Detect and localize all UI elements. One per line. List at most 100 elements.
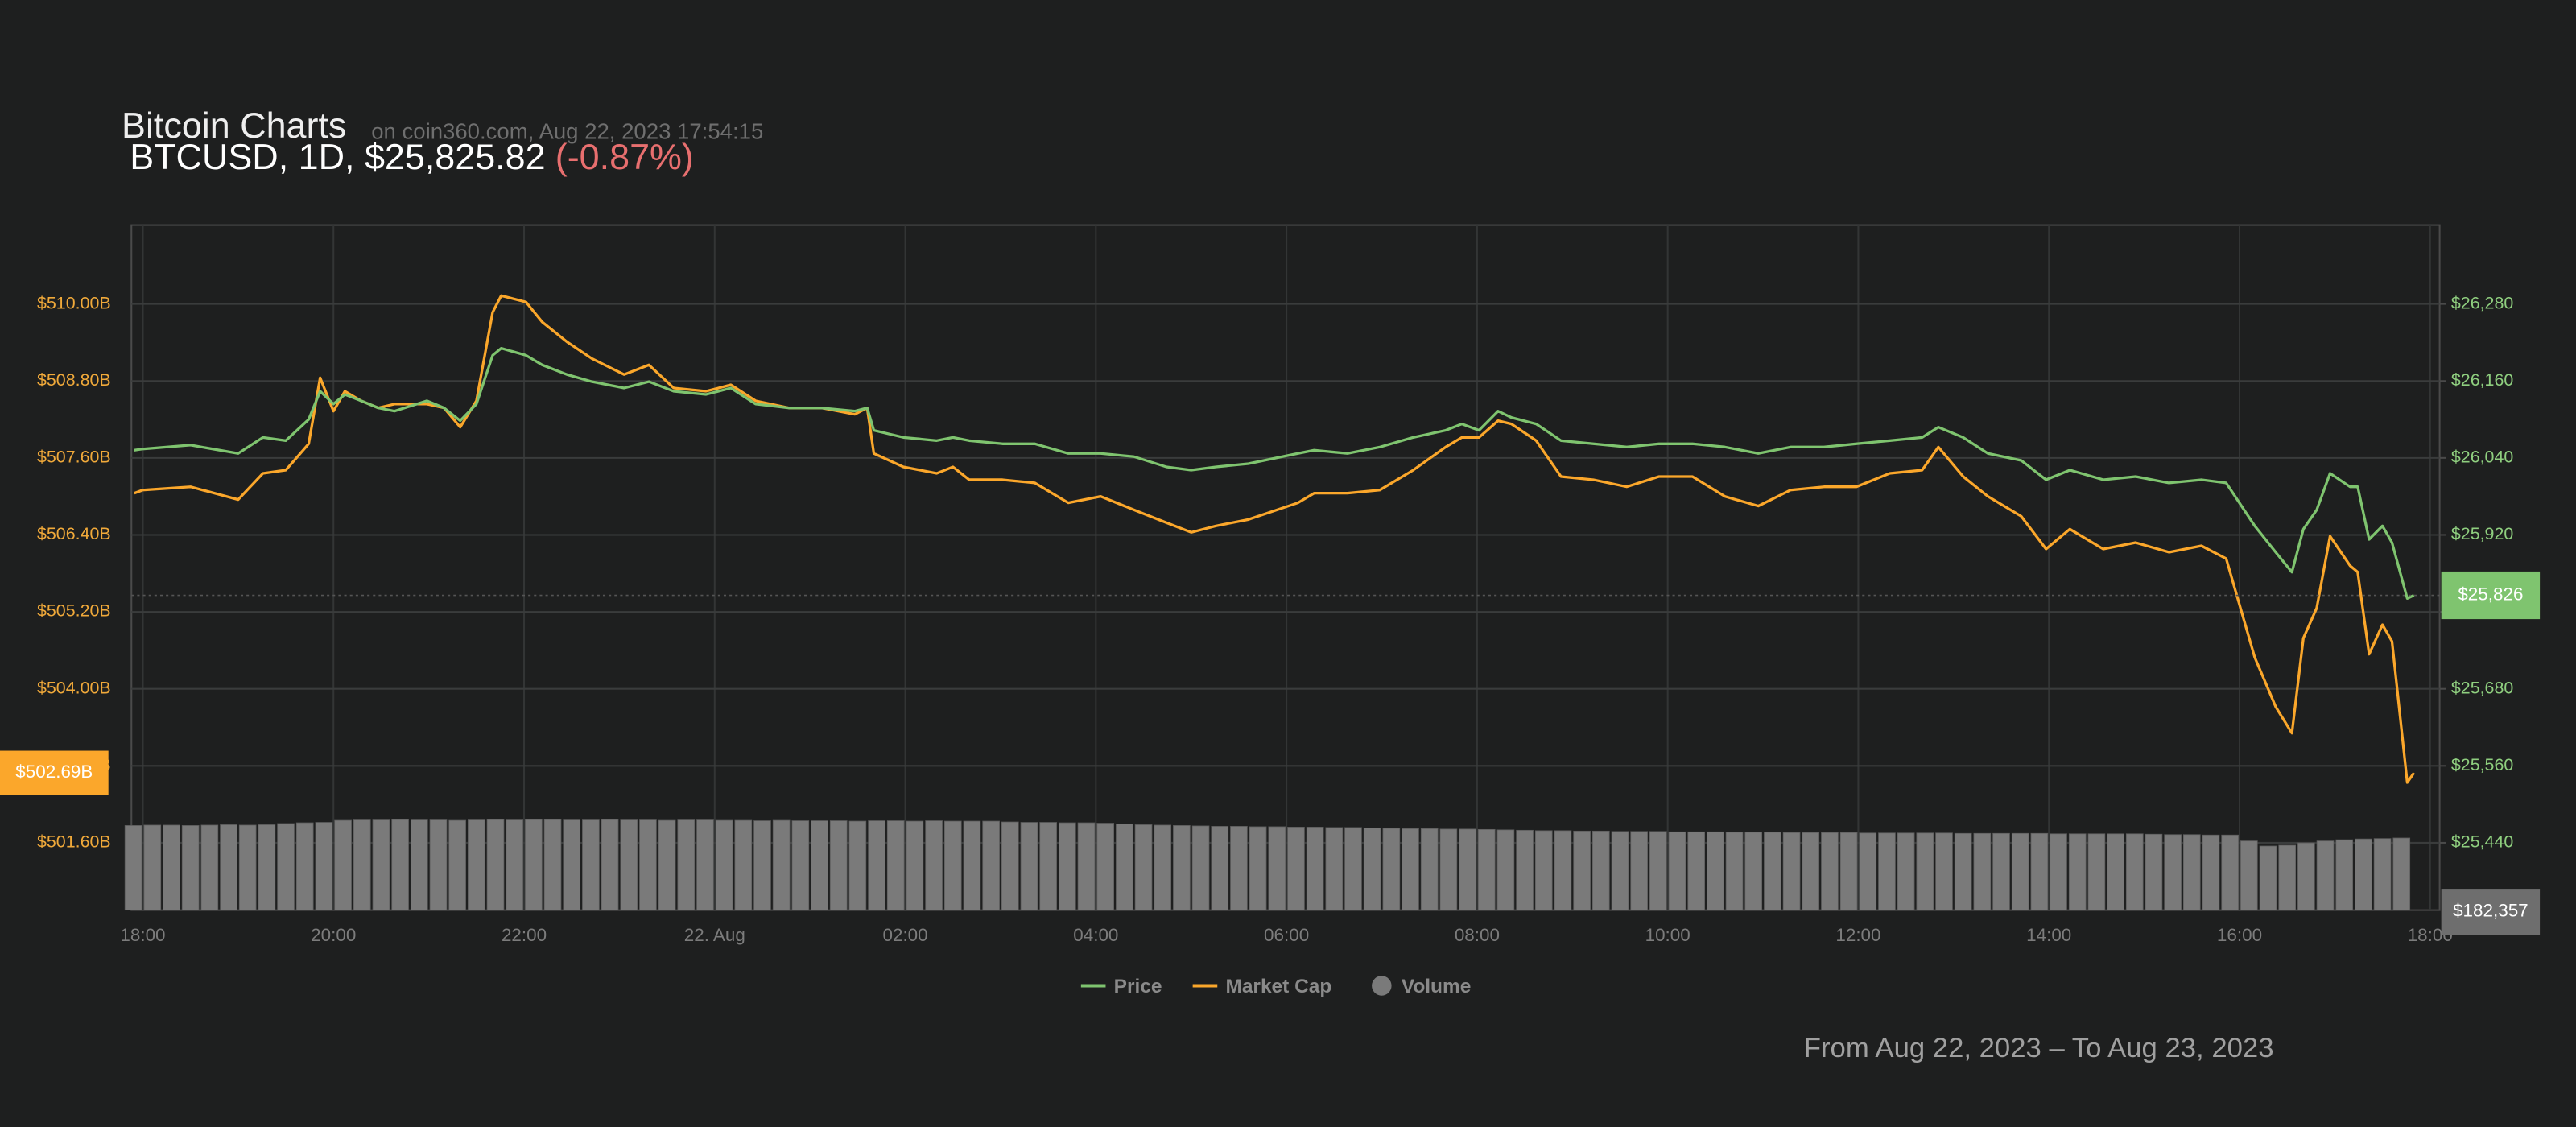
y2-tick-label: $25,560 [2451,755,2513,774]
volume-bar [2182,834,2201,911]
volume-bar [1878,832,1896,911]
volume-bar [2087,833,2106,911]
volume-bar [2164,834,2182,911]
volume-bar [1268,826,1286,911]
volume-bar [1591,830,1610,911]
y2-tick-label: $26,040 [2451,447,2513,466]
volume-bar [886,820,905,911]
volume-bar [2202,834,2220,911]
y-tick-label: $506.40B [37,524,111,543]
volume-bar [1534,830,1553,911]
current-volume-box [2441,889,2541,935]
y2-tick-label: $25,440 [2451,832,2513,852]
volume-bar [372,819,390,911]
legend-label: Volume [1402,976,1472,997]
volume-bar [1859,832,1877,911]
volume-bar [1249,826,1267,911]
volume-bar [2316,840,2334,911]
volume-bar [811,820,828,911]
volume-bar [1306,827,1324,911]
volume-bar [2259,845,2277,911]
volume-bar [1744,832,1763,911]
volume-bar [791,820,810,911]
x-tick-label: 06:00 [1264,925,1309,945]
x-tick-label: 20:00 [311,925,356,945]
volume-bar [525,819,543,911]
volume-bar [582,819,600,911]
volume-bar [658,819,676,911]
volume-bar [181,825,200,911]
volume-bar [1992,832,2010,911]
volume-bar [639,819,657,911]
volume-bar [1954,832,1972,911]
volume-bar [1839,832,1858,911]
change-text: (-0.87%) [555,136,694,177]
volume-bar [1630,831,1648,911]
volume-bar [1287,827,1305,911]
volume-bar [2335,839,2354,911]
volume-bar [1477,828,1496,911]
volume-bar [943,820,962,911]
y-tick-label: $504.00B [37,678,111,697]
chart-subtitle: on coin360.com, Aug 22, 2023 17:54:15 [371,119,763,144]
volume-bar [715,819,733,911]
volume-bar [315,822,333,911]
volume-bar [1020,822,1038,911]
y2-tick-label: $25,680 [2451,678,2513,697]
y-tick-label: $510.00B [37,293,111,312]
legend-swatch [1372,976,1392,996]
y-tick-label: $501.60B [37,832,111,852]
volume-bar [1344,827,1362,911]
y2-tick-label: $25,920 [2451,524,2513,543]
volume-bar [925,820,943,911]
volume-bar [2068,833,2087,911]
volume-bar [1154,824,1172,911]
volume-bar [601,819,619,911]
volume-bar [1668,831,1686,911]
y2-tick-label: $26,280 [2451,293,2513,312]
volume-bar [543,819,562,911]
volume-bar [696,819,714,911]
volume-bar [1821,832,1839,911]
volume-bar [1001,821,1019,911]
y-tick-label: $505.20B [37,601,111,621]
volume-bar [506,819,523,911]
x-tick-label: 18:00 [120,925,165,945]
volume-bar [163,824,180,911]
current-volume-label: $182,357 [2453,901,2529,921]
current-price-label: $25,826 [2458,584,2523,604]
current-cap-box [0,750,109,795]
volume-bar [1191,825,1210,911]
volume-bar [563,819,581,911]
volume-bar [391,819,409,911]
volume-bar [1764,832,1781,911]
volume-bar [982,820,1000,911]
volume-bar [1611,831,1629,911]
volume-bar [1211,826,1229,911]
volume-bar [2107,833,2124,911]
volume-bar [1897,832,1915,911]
volume-bar [1039,822,1057,911]
volume-bar [1516,829,1534,911]
volume-bar [1096,823,1115,911]
volume-bar [1420,828,1439,911]
footer: From Aug 22, 2023 – To Aug 23, 2023 [1804,1033,2274,1063]
y-tick-label: $507.60B [37,447,111,466]
volume-bar [1649,831,1667,911]
x-tick-label: 22. Aug [684,925,745,945]
volume-bar [143,824,162,911]
x-tick-label: 16:00 [2217,925,2262,945]
volume-bar [2240,840,2258,911]
legend-label: Market Cap [1225,976,1331,997]
volume-bar [1782,832,1801,911]
volume-bar [1496,829,1515,911]
volume-bar [1382,828,1401,911]
volume-bar [1116,824,1133,911]
volume-bar [448,819,466,911]
volume-bar [1916,832,1934,911]
y-tick-label: $508.80B [37,370,111,390]
volume-bar [486,819,505,911]
price-text: BTCUSD, 1D, $25,825.82 [130,136,545,177]
